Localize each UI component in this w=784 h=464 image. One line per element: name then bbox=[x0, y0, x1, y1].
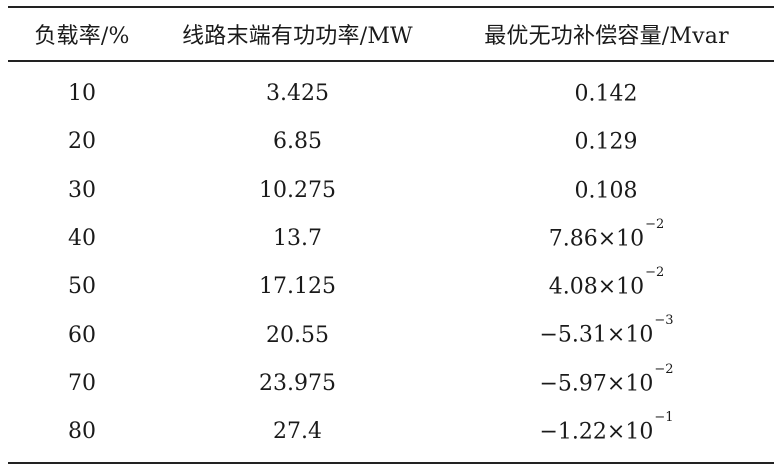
cell-load-rate: 40 bbox=[68, 226, 96, 252]
header-compensation: 最优无功补偿容量/Mvar bbox=[484, 24, 729, 49]
cell-load-rate: 60 bbox=[68, 322, 96, 348]
table-row: 10 3.425 0.142 bbox=[8, 70, 774, 118]
cell-load-rate: 70 bbox=[68, 370, 96, 396]
cell-compensation: −5.97×10−2 bbox=[439, 362, 774, 397]
cell-compensation: 0.129 bbox=[439, 129, 774, 155]
table-row: 30 10.275 0.108 bbox=[8, 166, 774, 214]
table-header-rule bbox=[8, 60, 774, 62]
cell-load-rate: 20 bbox=[68, 129, 96, 155]
table-row: 70 23.975 −5.97×10−2 bbox=[8, 359, 774, 407]
cell-load-rate: 50 bbox=[68, 274, 96, 300]
cell-compensation: 0.108 bbox=[439, 178, 774, 203]
cell-load-rate: 80 bbox=[68, 419, 96, 445]
table-top-rule bbox=[8, 6, 774, 8]
compensation-exponent: −1 bbox=[654, 410, 674, 426]
cell-active-power: 13.7 bbox=[273, 226, 322, 252]
cell-compensation: 4.08×10−2 bbox=[439, 265, 774, 300]
compensation-value: 0.129 bbox=[574, 129, 638, 155]
table-row: 20 6.85 0.129 bbox=[8, 118, 774, 166]
cell-active-power: 17.125 bbox=[259, 274, 336, 300]
table-row: 80 27.4 −1.22×10−1 bbox=[8, 408, 774, 456]
cell-active-power: 6.85 bbox=[273, 129, 322, 155]
table-body: 10 3.425 0.142 20 6.85 0.129 30 10.275 0… bbox=[8, 62, 774, 456]
cell-active-power: 10.275 bbox=[259, 177, 336, 203]
header-load-rate: 负载率/% bbox=[34, 24, 130, 49]
compensation-value: 0.108 bbox=[574, 177, 638, 203]
table-row: 60 20.55 −5.31×10−3 bbox=[8, 311, 774, 359]
cell-active-power: 3.425 bbox=[266, 81, 329, 107]
cell-load-rate: 30 bbox=[68, 177, 96, 203]
compensation-value: 4.08×10 bbox=[548, 274, 645, 300]
cell-active-power: 23.975 bbox=[259, 370, 336, 396]
cell-active-power: 20.55 bbox=[266, 322, 329, 348]
cell-compensation: −1.22×10−1 bbox=[439, 410, 774, 445]
cell-compensation: 7.86×10−2 bbox=[439, 217, 774, 252]
compensation-value: 0.142 bbox=[574, 81, 638, 107]
compensation-value: 7.86×10 bbox=[548, 226, 645, 252]
compensation-exponent: −2 bbox=[645, 265, 665, 281]
cell-load-rate: 10 bbox=[68, 81, 96, 107]
cell-compensation: −5.31×10−3 bbox=[439, 313, 774, 348]
compensation-value: −5.31×10 bbox=[539, 322, 654, 348]
table-row: 50 17.125 4.08×10−2 bbox=[8, 263, 774, 311]
cell-active-power: 27.4 bbox=[273, 419, 322, 445]
compensation-exponent: −3 bbox=[654, 313, 674, 329]
table-header-row: 负载率/% 线路末端有功功率/MW 最优无功补偿容量/Mvar bbox=[8, 8, 774, 60]
compensation-exponent: −2 bbox=[645, 216, 665, 232]
table-row: 40 13.7 7.86×10−2 bbox=[8, 214, 774, 262]
compensation-exponent: −2 bbox=[654, 361, 674, 377]
header-active-power: 线路末端有功功率/MW bbox=[182, 24, 413, 49]
data-table: 负载率/% 线路末端有功功率/MW 最优无功补偿容量/Mvar 10 3.425… bbox=[8, 6, 774, 464]
compensation-value: −5.97×10 bbox=[539, 371, 654, 397]
compensation-value: −1.22×10 bbox=[539, 419, 654, 445]
cell-compensation: 0.142 bbox=[439, 81, 774, 106]
